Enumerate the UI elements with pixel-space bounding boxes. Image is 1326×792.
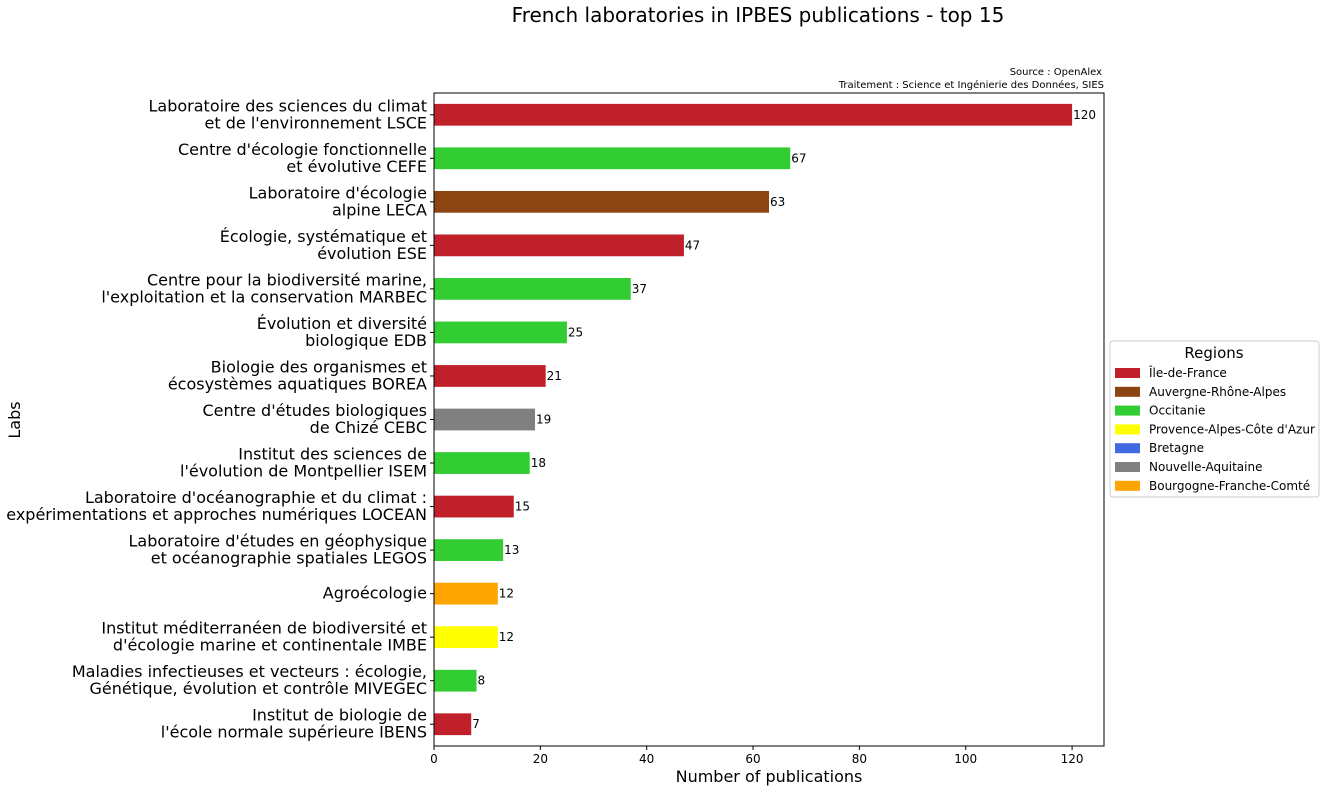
y-tick-label: alpine LECA <box>332 200 427 219</box>
x-tick-label: 40 <box>639 752 654 766</box>
bar <box>434 495 514 518</box>
y-tick-label: de Chizé CEBC <box>310 418 427 437</box>
bar <box>434 190 769 213</box>
data-label: 67 <box>791 151 806 165</box>
y-tick-label: Laboratoire d'océanographie et du climat… <box>85 488 427 507</box>
legend: Regions Île-de-France Auvergne-Rhône-Alpe… <box>1109 340 1320 498</box>
x-tick-label: 60 <box>745 752 760 766</box>
x-ticks: 0 20 40 60 80 100 120 <box>430 746 1084 766</box>
bar <box>434 278 631 300</box>
data-label: 21 <box>547 369 562 383</box>
data-label: 12 <box>499 630 514 644</box>
legend-item: Île-de-France <box>1148 365 1227 380</box>
bar <box>434 452 530 474</box>
x-tick-label: 100 <box>954 752 977 766</box>
y-tick-label: l'école normale supérieure IBENS <box>161 723 427 742</box>
y-tick-label: Centre d'études biologiques <box>202 401 427 420</box>
y-tick-label: Institut des sciences de <box>238 445 427 464</box>
x-axis-label: Number of publications <box>676 767 863 786</box>
y-tick-label: et de l'environnement LSCE <box>205 113 427 132</box>
x-tick-label: 80 <box>852 752 867 766</box>
y-tick-label: Laboratoire d'écologie <box>249 183 427 202</box>
bars-group <box>434 103 1073 736</box>
bar <box>434 582 498 605</box>
legend-item: Auvergne-Rhône-Alpes <box>1149 385 1286 399</box>
y-tick-label: expérimentations et approches numériques… <box>6 505 427 524</box>
legend-swatch <box>1115 405 1140 416</box>
y-tick-label: Laboratoire des sciences du climat <box>149 96 428 115</box>
y-tick-label: Génétique, évolution et contrôle MIVEGEC <box>89 679 427 698</box>
chart-title: French laboratories in IPBES publication… <box>512 3 1005 27</box>
legend-swatch <box>1115 462 1140 472</box>
legend-item: Occitanie <box>1149 404 1205 418</box>
y-tick-label: l'exploitation et la conservation MARBEC <box>101 287 427 306</box>
data-label: 47 <box>685 238 700 252</box>
legend-title: Regions <box>1184 344 1243 362</box>
bar <box>434 408 536 431</box>
data-label: 15 <box>515 500 530 514</box>
bar <box>434 365 546 387</box>
bar <box>434 713 472 736</box>
data-label: 37 <box>632 282 647 296</box>
value-labels: 120 67 63 47 37 25 21 19 18 15 13 12 12 8 7 <box>472 108 1096 731</box>
bar <box>434 669 477 692</box>
y-tick-label: Institut de biologie de <box>252 706 427 725</box>
y-tick-label: Évolution et diversité <box>257 314 427 333</box>
data-label: 8 <box>478 674 486 688</box>
bar <box>434 321 567 344</box>
data-label: 19 <box>536 413 551 427</box>
y-tick-label: Biologie des organismes et <box>211 357 427 376</box>
y-tick-label: Centre pour la biodiversité marine, <box>147 270 427 289</box>
data-label: 13 <box>504 543 519 557</box>
data-label: 25 <box>568 325 583 339</box>
y-tick-label: et océanographie spatiales LEGOS <box>151 549 427 568</box>
legend-items: Île-de-France Auvergne-Rhône-Alpes Occitan… <box>1115 365 1315 493</box>
legend-swatch <box>1115 443 1140 454</box>
x-tick-label: 0 <box>430 752 438 766</box>
y-tick-label: écosystèmes aquatiques BOREA <box>168 374 427 393</box>
plot-frame <box>433 92 1105 747</box>
bar <box>434 103 1073 126</box>
legend-item: Provence-Alpes-Côte d'Azur <box>1149 422 1315 436</box>
legend-item: Bretagne <box>1149 441 1204 455</box>
y-tick-label: Laboratoire d'études en géophysique <box>129 532 428 551</box>
y-tick-label: Centre d'écologie fonctionnelle <box>178 140 427 159</box>
legend-item: Nouvelle-Aquitaine <box>1149 460 1262 474</box>
bar <box>434 234 684 257</box>
x-tick-label: 20 <box>533 752 548 766</box>
processing-line: Traitement : Science et Ingénierie des D… <box>838 79 1104 91</box>
y-tick-label: biologique EDB <box>305 331 427 350</box>
data-label: 120 <box>1073 108 1096 122</box>
y-tick-label: l'évolution de Montpellier ISEM <box>180 462 427 481</box>
legend-swatch <box>1115 386 1140 397</box>
source-line: Source : OpenAlex <box>1010 67 1102 78</box>
data-label: 18 <box>531 456 546 470</box>
bar <box>434 626 498 649</box>
legend-box <box>1109 340 1320 498</box>
data-label: 7 <box>472 717 480 731</box>
bar <box>434 539 504 561</box>
legend-swatch <box>1115 424 1140 435</box>
y-tick-label: Agroécologie <box>323 584 427 603</box>
data-label: 12 <box>499 587 514 601</box>
data-label: 63 <box>770 195 785 209</box>
y-axis-label: Labs <box>5 401 24 438</box>
y-tick-label: évolution ESE <box>317 244 427 263</box>
y-tick-label: d'écologie marine et continentale IMBE <box>113 636 427 655</box>
y-tick-label: Institut méditerranéen de biodiversité e… <box>101 619 427 638</box>
x-tick-label: 120 <box>1061 752 1084 766</box>
y-tick-label: Écologie, systématique et <box>220 227 427 246</box>
legend-item: Bourgogne-Franche-Comté <box>1149 479 1310 493</box>
bar <box>434 147 791 170</box>
y-tick-label: Maladies infectieuses et vecteurs : écol… <box>72 662 427 681</box>
legend-swatch <box>1115 480 1140 491</box>
y-tick-label: et évolutive CEFE <box>286 157 427 176</box>
legend-swatch <box>1115 368 1140 378</box>
